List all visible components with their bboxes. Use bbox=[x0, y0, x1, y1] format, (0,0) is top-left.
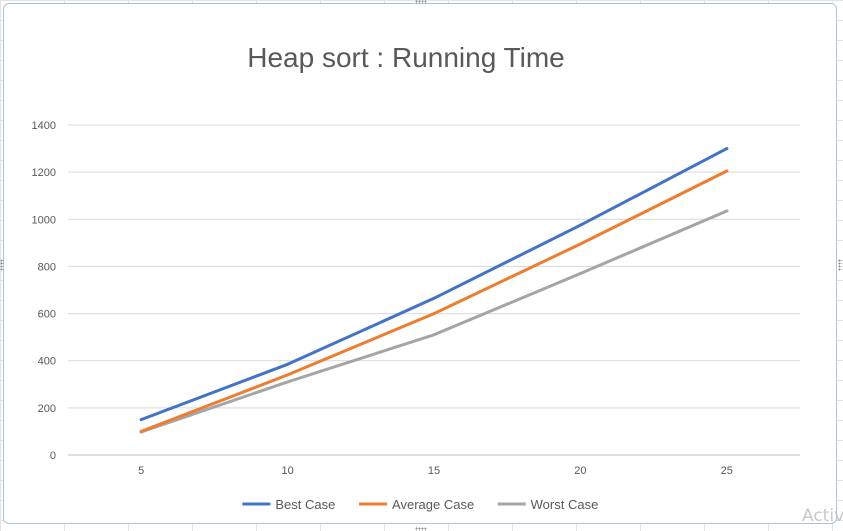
series-line-best-case[interactable] bbox=[139, 147, 729, 422]
chart-container[interactable] bbox=[3, 3, 837, 524]
x-tick-label: 15 bbox=[428, 465, 440, 477]
data-point[interactable] bbox=[725, 147, 729, 151]
legend[interactable]: Best Case Average Case Worst Case bbox=[242, 497, 598, 512]
y-tick-label: 400 bbox=[38, 356, 56, 368]
x-tick-label: 5 bbox=[138, 465, 144, 477]
data-point[interactable] bbox=[286, 380, 290, 384]
x-tick-label: 10 bbox=[281, 465, 293, 477]
y-tick-label: 200 bbox=[38, 403, 56, 415]
y-tick-label: 1200 bbox=[32, 167, 56, 179]
data-point[interactable] bbox=[432, 312, 436, 316]
data-point[interactable] bbox=[286, 362, 290, 366]
x-axis-tick-labels: 5 10 15 20 25 bbox=[138, 465, 733, 477]
x-tick-label: 25 bbox=[721, 465, 733, 477]
gridlines bbox=[68, 124, 800, 456]
data-point[interactable] bbox=[578, 223, 582, 227]
y-tick-label: 600 bbox=[38, 309, 56, 321]
data-point[interactable] bbox=[139, 418, 143, 422]
series-lines[interactable] bbox=[139, 147, 729, 434]
data-point[interactable] bbox=[725, 209, 729, 213]
resize-handle-bottom[interactable] bbox=[415, 527, 427, 531]
y-tick-label: 1000 bbox=[32, 214, 56, 226]
resize-handle-top[interactable] bbox=[415, 0, 427, 4]
legend-label[interactable]: Worst Case bbox=[531, 497, 599, 512]
x-tick-label: 20 bbox=[574, 465, 586, 477]
data-point[interactable] bbox=[139, 429, 143, 433]
data-point[interactable] bbox=[578, 272, 582, 275]
data-point[interactable] bbox=[432, 333, 436, 337]
legend-label[interactable]: Best Case bbox=[275, 497, 335, 512]
data-point[interactable] bbox=[286, 373, 290, 377]
legend-label[interactable]: Average Case bbox=[392, 497, 474, 512]
y-tick-label: 800 bbox=[38, 261, 56, 273]
resize-handle-right[interactable] bbox=[838, 259, 842, 271]
chart-title[interactable]: Heap sort : Running Time bbox=[247, 42, 565, 73]
resize-handle-left[interactable] bbox=[0, 259, 4, 271]
y-tick-label: 1400 bbox=[32, 120, 56, 132]
y-axis-tick-labels: 0 200 400 600 800 1000 1200 1400 bbox=[32, 120, 56, 462]
activation-watermark: Activ bbox=[802, 506, 843, 526]
data-point[interactable] bbox=[432, 296, 436, 300]
series-line-average-case[interactable] bbox=[139, 169, 729, 433]
data-point[interactable] bbox=[725, 169, 729, 173]
data-point[interactable] bbox=[578, 242, 582, 246]
y-tick-label: 0 bbox=[50, 450, 56, 462]
